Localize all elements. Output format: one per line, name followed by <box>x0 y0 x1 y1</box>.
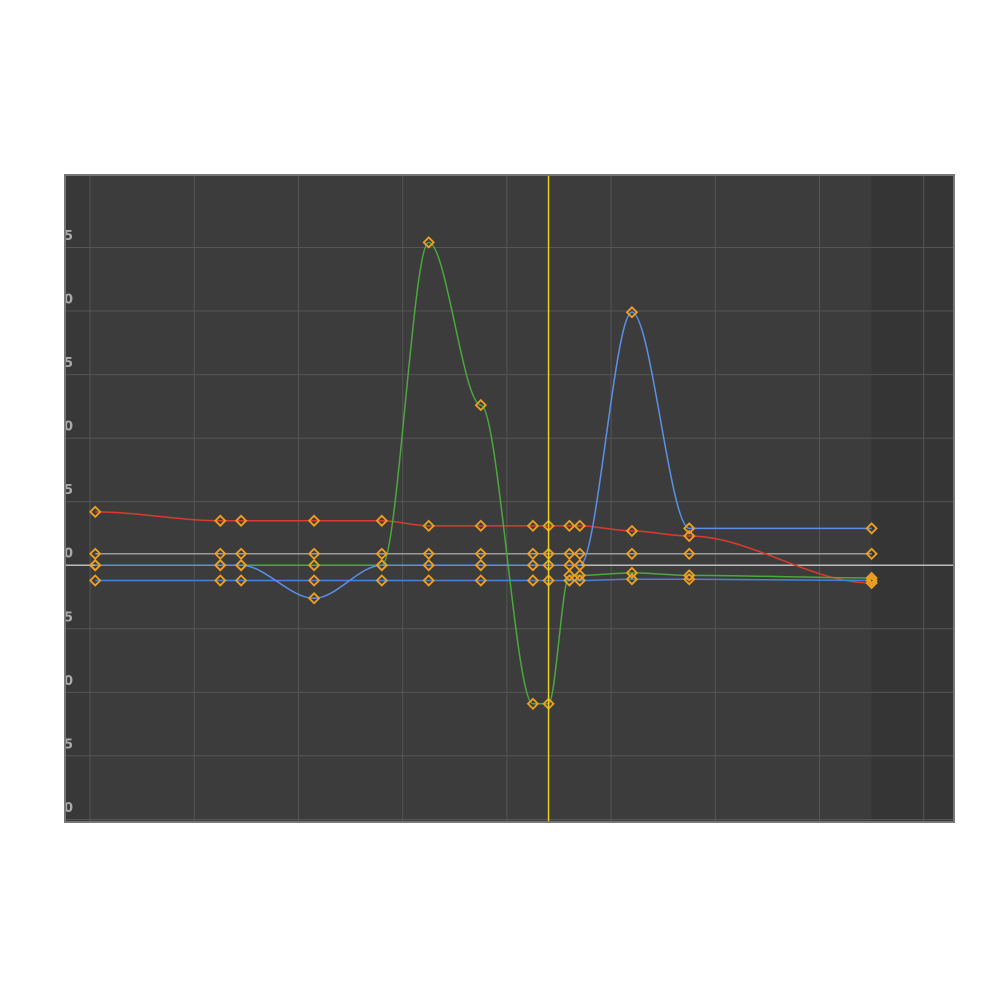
keyframe <box>214 574 227 587</box>
curve <box>95 578 872 582</box>
keyframe <box>865 571 878 585</box>
keyframe <box>375 559 389 572</box>
keyframe <box>214 559 227 572</box>
keyframe <box>563 519 576 533</box>
keyframe <box>625 306 639 319</box>
y-tick-label: 0 <box>64 420 73 435</box>
keyframe <box>375 574 389 587</box>
label-strip <box>65 175 90 822</box>
keyframe <box>573 547 587 561</box>
y-tick-label: 5 <box>64 483 73 498</box>
y-tick-label: 5 <box>64 229 73 244</box>
keyframe <box>474 519 488 533</box>
y-tick-label: 5 <box>64 737 73 752</box>
keyframe <box>474 547 488 561</box>
curve <box>95 511 872 584</box>
keyframe <box>526 547 540 561</box>
curve <box>95 241 872 705</box>
keyframe <box>563 559 576 572</box>
out-of-range-area <box>871 175 955 822</box>
keyframe <box>88 505 102 519</box>
keyframe <box>422 559 435 572</box>
keyframe <box>865 574 878 587</box>
keyframe <box>307 592 321 605</box>
keyframe <box>422 547 435 561</box>
keyframe <box>307 514 321 527</box>
keyframe <box>474 574 488 587</box>
keyframe <box>422 574 435 587</box>
keyframe <box>88 574 102 587</box>
keyframe <box>865 522 878 535</box>
keyframe <box>563 547 576 561</box>
keyframe <box>375 547 389 561</box>
keyframe <box>526 519 540 533</box>
keyframe <box>88 559 102 572</box>
keyframe <box>683 529 696 543</box>
keyframe <box>573 559 587 572</box>
keyframe <box>683 569 696 582</box>
keyframe <box>542 574 555 587</box>
keyframe <box>683 522 696 535</box>
y-tick-label: 5 <box>64 356 73 371</box>
keyframe <box>234 574 248 587</box>
keyframe <box>573 519 587 533</box>
keyframe <box>625 572 639 586</box>
y-tick-label: 5 <box>64 610 73 625</box>
keyframe <box>573 569 587 582</box>
keyframe <box>563 569 576 582</box>
y-tick-label: 0 <box>64 674 73 689</box>
keyframe <box>625 524 639 538</box>
plot: 5 0 5 0 5 0 5 0 5 0 <box>64 175 955 822</box>
y-tick-label: 0 <box>64 801 73 816</box>
keyframe <box>542 697 555 711</box>
keyframe <box>526 574 540 587</box>
keyframe <box>865 547 878 561</box>
y-tick-label: 0 <box>64 293 73 308</box>
editor-background <box>65 175 955 822</box>
keyframe <box>88 547 102 561</box>
editor-frame <box>64 174 955 823</box>
keyframe <box>307 547 321 561</box>
keyframe <box>234 514 248 527</box>
keyframe <box>542 547 555 561</box>
keyframe <box>375 514 389 527</box>
keyframe <box>526 559 540 572</box>
keyframe <box>234 547 248 561</box>
keyframe <box>234 559 248 572</box>
keyframe <box>474 559 488 572</box>
keyframe <box>625 566 639 580</box>
keyframe <box>474 398 488 412</box>
keyframe <box>625 547 639 561</box>
keyframe <box>542 559 555 572</box>
keyframe <box>683 547 696 561</box>
keyframe <box>422 236 435 249</box>
keyframe <box>542 519 555 533</box>
y-tick-label: 0 <box>64 547 73 562</box>
keyframe <box>214 547 227 561</box>
curve <box>95 311 872 600</box>
keyframe <box>307 559 321 572</box>
keyframe <box>526 697 540 711</box>
keyframe <box>307 574 321 587</box>
keyframe <box>422 519 435 533</box>
keyframe <box>214 514 227 527</box>
